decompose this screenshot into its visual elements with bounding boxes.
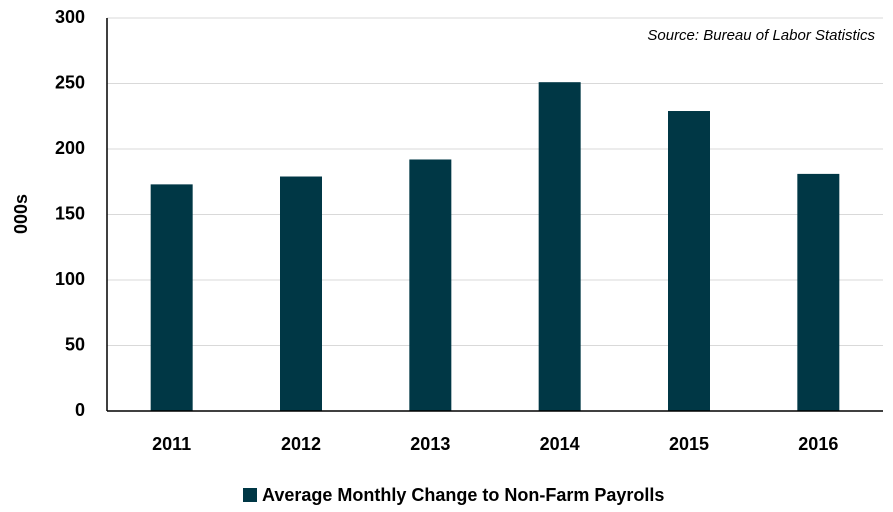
- y-tick-label: 250: [55, 72, 85, 92]
- y-tick-label: 100: [55, 269, 85, 289]
- x-tick-label: 2015: [669, 434, 709, 454]
- source-note: Source: Bureau of Labor Statistics: [647, 27, 875, 44]
- y-axis-label: 000s: [11, 194, 31, 234]
- y-tick-label: 50: [65, 334, 85, 354]
- legend-swatch: [243, 488, 257, 502]
- bar: [538, 82, 581, 411]
- legend-label: Average Monthly Change to Non-Farm Payro…: [262, 485, 664, 505]
- y-tick-label: 300: [55, 7, 85, 27]
- x-tick-label: 2014: [540, 434, 580, 454]
- y-tick-label: 0: [75, 400, 85, 420]
- x-tick-label: 2013: [410, 434, 450, 454]
- bar: [797, 173, 840, 411]
- bar: [409, 159, 452, 411]
- x-tick-label: 2016: [798, 434, 838, 454]
- x-tick-label: 2011: [152, 434, 191, 454]
- x-tick-label: 2012: [281, 434, 321, 454]
- y-tick-label: 200: [55, 138, 85, 158]
- bar: [668, 111, 710, 411]
- bar: [150, 184, 193, 411]
- y-tick-label: 150: [55, 203, 85, 223]
- bar: [280, 176, 322, 411]
